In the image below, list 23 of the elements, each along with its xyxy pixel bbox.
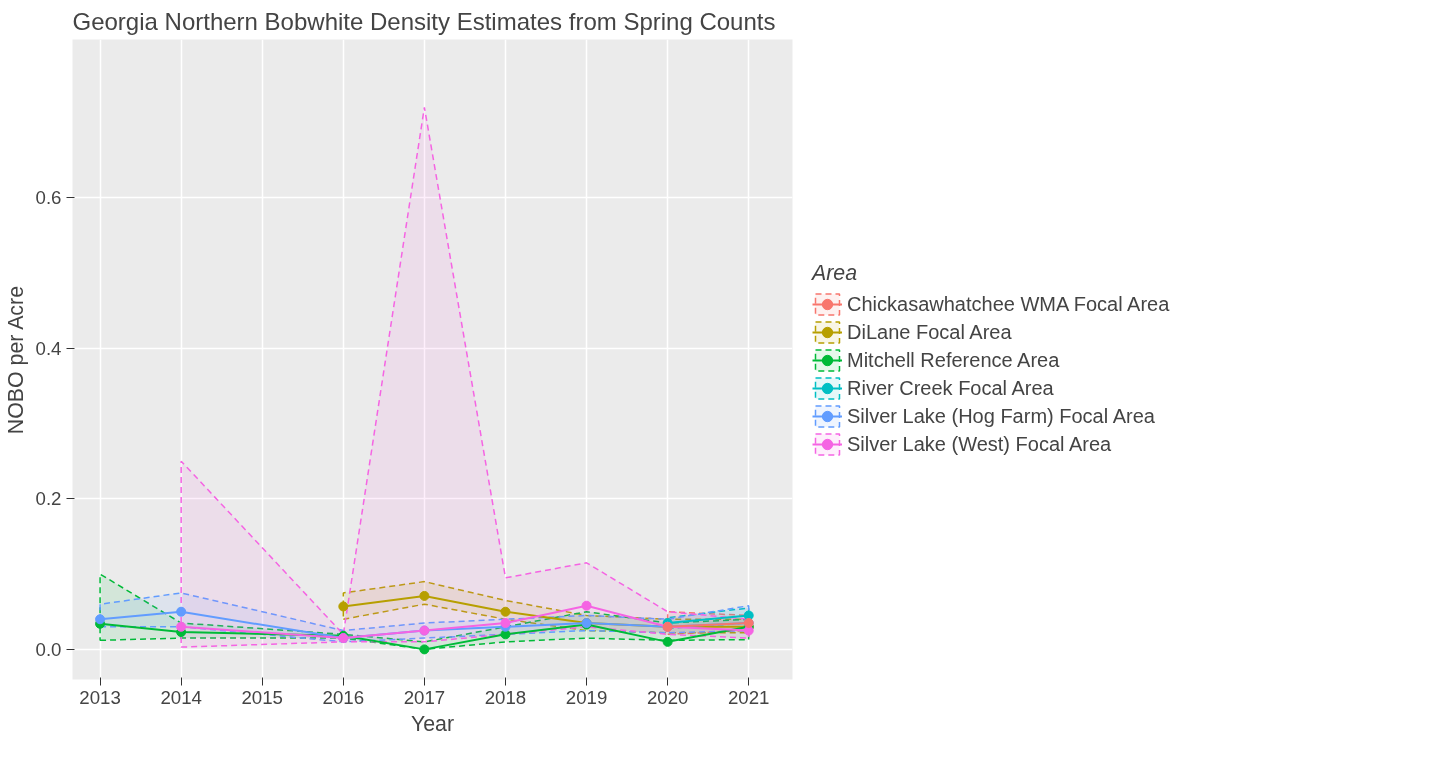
legend-label: Mitchell Reference Area bbox=[847, 348, 1060, 372]
x-tick-label: 2013 bbox=[79, 686, 121, 708]
x-tick-label: 2021 bbox=[727, 686, 770, 708]
legend-label: Chickasawhatchee WMA Focal Area bbox=[847, 292, 1170, 316]
x-tick-label: 2017 bbox=[403, 686, 446, 708]
x-tick-label: 2020 bbox=[646, 686, 689, 708]
y-tick-label: 0.0 bbox=[35, 638, 62, 660]
legend-label: DiLane Focal Area bbox=[847, 320, 1012, 344]
chart-title: Georgia Northern Bobwhite Density Estimates from Spring Counts bbox=[72, 7, 776, 35]
legend-label: River Creek Focal Area bbox=[847, 376, 1054, 400]
x-tick-label: 2015 bbox=[241, 686, 283, 708]
x-tick-label: 2014 bbox=[160, 686, 202, 708]
legend-label: Silver Lake (Hog Farm) Focal Area bbox=[847, 404, 1155, 428]
legend-label: Silver Lake (West) Focal Area bbox=[847, 432, 1112, 456]
y-tick-label: 0.4 bbox=[35, 337, 62, 359]
y-tick-label: 0.6 bbox=[35, 187, 62, 209]
legend-title: Area bbox=[812, 261, 859, 286]
y-tick-label: 0.2 bbox=[35, 488, 62, 510]
x-tick-label: 2018 bbox=[484, 686, 527, 708]
x-axis-title: Year bbox=[410, 711, 455, 736]
y-axis-title: NOBO per Acre bbox=[3, 286, 28, 435]
x-tick-label: 2016 bbox=[322, 686, 365, 708]
x-tick-label: 2019 bbox=[565, 686, 608, 708]
